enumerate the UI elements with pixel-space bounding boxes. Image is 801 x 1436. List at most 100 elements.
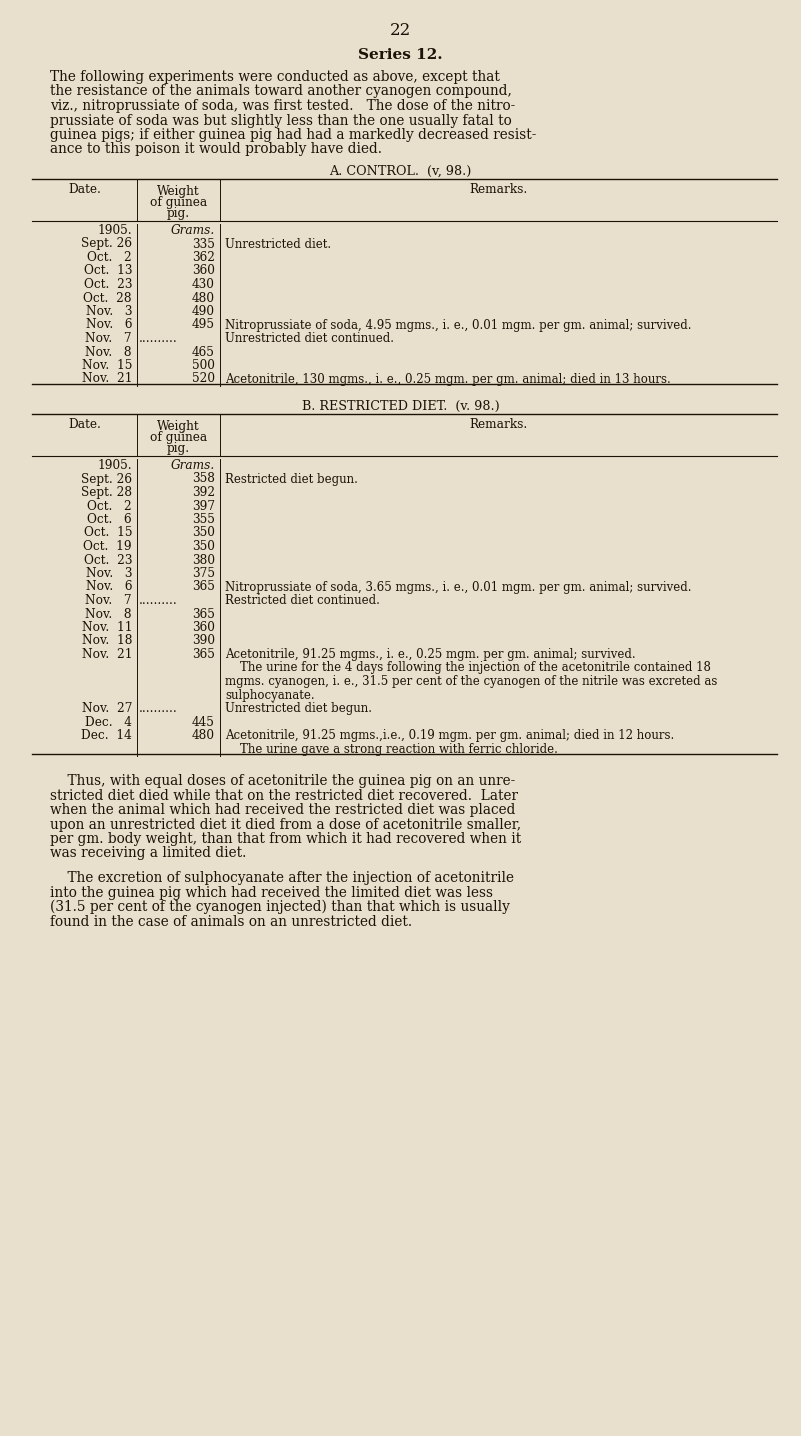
Text: Oct.  23: Oct. 23 [83,553,132,566]
Text: 350: 350 [192,540,215,553]
Text: Dec.   4: Dec. 4 [85,715,132,728]
Text: The urine for the 4 days following the injection of the acetonitrile contained 1: The urine for the 4 days following the i… [225,662,710,675]
Text: Date.: Date. [68,182,101,195]
Text: 490: 490 [192,304,215,317]
Text: 500: 500 [192,359,215,372]
Text: Nov.  21: Nov. 21 [82,372,132,385]
Text: 1905.: 1905. [98,460,132,472]
Text: upon an unrestricted diet it died from a dose of acetonitrile smaller,: upon an unrestricted diet it died from a… [50,817,521,831]
Text: the resistance of the animals toward another cyanogen compound,: the resistance of the animals toward ano… [50,85,512,99]
Text: Dec.  14: Dec. 14 [81,729,132,742]
Text: Oct.  15: Oct. 15 [83,527,132,540]
Text: Weight: Weight [157,185,199,198]
Text: of guinea: of guinea [150,195,207,210]
Text: Restricted diet continued.: Restricted diet continued. [225,595,380,607]
Text: Nov.   8: Nov. 8 [86,346,132,359]
Text: (31.5 per cent of the cyanogen injected) than that which is usually: (31.5 per cent of the cyanogen injected)… [50,900,510,915]
Text: Nov.  15: Nov. 15 [82,359,132,372]
Text: B. RESTRICTED DIET.  (v. 98.): B. RESTRICTED DIET. (v. 98.) [302,401,499,414]
Text: 365: 365 [192,580,215,593]
Text: 430: 430 [192,279,215,292]
Text: stricted diet died while that on the restricted diet recovered.  Later: stricted diet died while that on the res… [50,788,518,803]
Text: Nov.  27: Nov. 27 [82,702,132,715]
Text: Oct.  19: Oct. 19 [83,540,132,553]
Text: Nitroprussiate of soda, 3.65 mgms., i. e., 0.01 mgm. per gm. animal; survived.: Nitroprussiate of soda, 3.65 mgms., i. e… [225,580,691,593]
Text: Grams.: Grams. [171,460,215,472]
Text: Remarks.: Remarks. [469,182,528,195]
Text: Sept. 26: Sept. 26 [81,472,132,485]
Text: sulphocyanate.: sulphocyanate. [225,688,315,702]
Text: Oct.   6: Oct. 6 [87,513,132,526]
Text: Unrestricted diet.: Unrestricted diet. [225,237,331,250]
Text: Nov.   6: Nov. 6 [86,319,132,332]
Text: prussiate of soda was but slightly less than the one usually fatal to: prussiate of soda was but slightly less … [50,113,512,128]
Text: 350: 350 [192,527,215,540]
Text: 465: 465 [192,346,215,359]
Text: 360: 360 [192,620,215,635]
Text: The urine gave a strong reaction with ferric chloride.: The urine gave a strong reaction with fe… [225,742,557,755]
Text: ..........: .......... [139,702,178,715]
Text: 22: 22 [390,22,411,39]
Text: when the animal which had received the restricted diet was placed: when the animal which had received the r… [50,803,515,817]
Text: Nov.   3: Nov. 3 [86,567,132,580]
Text: Nov.   7: Nov. 7 [86,332,132,345]
Text: 495: 495 [192,319,215,332]
Text: 1905.: 1905. [98,224,132,237]
Text: pig.: pig. [167,207,190,220]
Text: Nov.  18: Nov. 18 [82,635,132,648]
Text: Acetonitrile, 130 mgms., i. e., 0.25 mgm. per gm. animal; died in 13 hours.: Acetonitrile, 130 mgms., i. e., 0.25 mgm… [225,372,670,385]
Text: 380: 380 [192,553,215,566]
Text: 397: 397 [192,500,215,513]
Text: Oct.   2: Oct. 2 [87,251,132,264]
Text: 392: 392 [192,485,215,498]
Text: The excretion of sulphocyanate after the injection of acetonitrile: The excretion of sulphocyanate after the… [50,872,514,885]
Text: 335: 335 [192,237,215,250]
Text: 358: 358 [192,472,215,485]
Text: The following experiments were conducted as above, except that: The following experiments were conducted… [50,70,500,83]
Text: Oct.   2: Oct. 2 [87,500,132,513]
Text: Oct.  13: Oct. 13 [83,264,132,277]
Text: 362: 362 [192,251,215,264]
Text: Nitroprussiate of soda, 4.95 mgms., i. e., 0.01 mgm. per gm. animal; survived.: Nitroprussiate of soda, 4.95 mgms., i. e… [225,319,691,332]
Text: A. CONTROL.  (v, 98.): A. CONTROL. (v, 98.) [329,165,472,178]
Text: 520: 520 [192,372,215,385]
Text: Nov.   6: Nov. 6 [86,580,132,593]
Text: was receiving a limited diet.: was receiving a limited diet. [50,846,247,860]
Text: 480: 480 [192,292,215,304]
Text: Unrestricted diet begun.: Unrestricted diet begun. [225,702,372,715]
Text: 445: 445 [192,715,215,728]
Text: Oct.  28: Oct. 28 [83,292,132,304]
Text: Nov.   7: Nov. 7 [86,595,132,607]
Text: viz., nitroprussiate of soda, was first tested.   The dose of the nitro-: viz., nitroprussiate of soda, was first … [50,99,515,113]
Text: Date.: Date. [68,418,101,431]
Text: Restricted diet begun.: Restricted diet begun. [225,472,358,485]
Text: Remarks.: Remarks. [469,418,528,431]
Text: guinea pigs; if either guinea pig had had a markedly decreased resist-: guinea pigs; if either guinea pig had ha… [50,128,537,142]
Text: per gm. body weight, than that from which it had recovered when it: per gm. body weight, than that from whic… [50,831,521,846]
Text: Weight: Weight [157,419,199,434]
Text: of guinea: of guinea [150,431,207,444]
Text: Unrestricted diet continued.: Unrestricted diet continued. [225,332,394,345]
Text: Oct.  23: Oct. 23 [83,279,132,292]
Text: ..........: .......... [139,595,178,607]
Text: found in the case of animals on an unrestricted diet.: found in the case of animals on an unres… [50,915,413,929]
Text: 365: 365 [192,607,215,620]
Text: Nov.   3: Nov. 3 [86,304,132,317]
Text: 355: 355 [192,513,215,526]
Text: Sept. 26: Sept. 26 [81,237,132,250]
Text: 375: 375 [192,567,215,580]
Text: 390: 390 [192,635,215,648]
Text: Nov.  21: Nov. 21 [82,648,132,661]
Text: 480: 480 [192,729,215,742]
Text: Sept. 28: Sept. 28 [81,485,132,498]
Text: ..........: .......... [139,332,178,345]
Text: Series 12.: Series 12. [358,47,443,62]
Text: Acetonitrile, 91.25 mgms., i. e., 0.25 mgm. per gm. animal; survived.: Acetonitrile, 91.25 mgms., i. e., 0.25 m… [225,648,636,661]
Text: 365: 365 [192,648,215,661]
Text: Grams.: Grams. [171,224,215,237]
Text: ance to this poison it would probably have died.: ance to this poison it would probably ha… [50,142,382,157]
Text: pig.: pig. [167,442,190,455]
Text: Acetonitrile, 91.25 mgms.,i.e., 0.19 mgm. per gm. animal; died in 12 hours.: Acetonitrile, 91.25 mgms.,i.e., 0.19 mgm… [225,729,674,742]
Text: Thus, with equal doses of acetonitrile the guinea pig on an unre-: Thus, with equal doses of acetonitrile t… [50,774,515,788]
Text: into the guinea pig which had received the limited diet was less: into the guinea pig which had received t… [50,886,493,899]
